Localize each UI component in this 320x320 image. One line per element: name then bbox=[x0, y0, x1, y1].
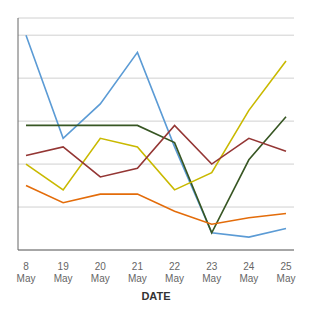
svg-text:24May: 24May bbox=[239, 261, 258, 284]
svg-text:23May: 23May bbox=[202, 261, 221, 284]
svg-text:20May: 20May bbox=[91, 261, 110, 284]
svg-text:19May: 19May bbox=[54, 261, 73, 284]
svg-text:21May: 21May bbox=[128, 261, 147, 284]
svg-text:8May: 8May bbox=[17, 261, 36, 284]
svg-text:DATE: DATE bbox=[141, 290, 170, 302]
svg-text:22May: 22May bbox=[165, 261, 184, 284]
svg-text:25May: 25May bbox=[277, 261, 296, 284]
